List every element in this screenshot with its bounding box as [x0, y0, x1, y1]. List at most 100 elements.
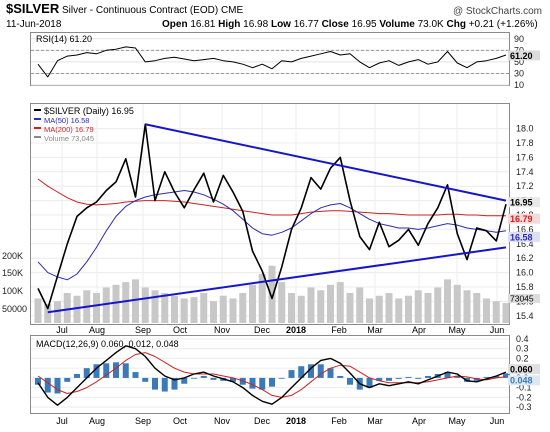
upper-trendline [145, 123, 507, 202]
rsi-tick-label: 10 [514, 80, 524, 90]
macd-line [37, 345, 507, 406]
macd-histogram-bar [376, 377, 383, 381]
volume-bar [34, 298, 42, 323]
volume-bar [229, 298, 237, 323]
macd-histogram-bar [171, 377, 178, 390]
low-label: Low [270, 19, 291, 30]
volume-tick-label: 150K [2, 268, 23, 278]
macd-tick-label: 0.3 [516, 344, 529, 354]
macd-histogram-bar [347, 377, 353, 385]
volume-bar [112, 284, 120, 323]
macd-tick-label: 0.2 [516, 353, 529, 363]
macd-tick-label: -0.1 [516, 383, 532, 393]
macd-histogram-bar [444, 372, 451, 378]
macd-histogram-bar [327, 368, 334, 378]
macd-histogram-bar [493, 375, 500, 378]
high-value: 16.98 [243, 19, 269, 30]
price-tick-label: 17.2 [516, 181, 534, 191]
volume-bar [151, 290, 159, 323]
macd-histogram-bar [132, 372, 139, 378]
macd-histogram-bar [269, 377, 275, 387]
volume-bar [190, 297, 198, 323]
legend-swatch [34, 118, 41, 120]
price-x-tick-label: May [448, 325, 466, 335]
macd-x-tick-label: Jul [56, 416, 68, 426]
volume-bar [356, 287, 364, 323]
rsi-line [37, 46, 507, 78]
rsi-last-value-bg [508, 50, 540, 61]
volume-bar [375, 295, 383, 323]
ma200-line [37, 178, 506, 217]
exchange: CME [220, 5, 244, 16]
macd-histogram-bar [35, 377, 41, 385]
macd-x-tick-label: Apr [412, 416, 426, 426]
watermark: @ StockCharts.com [452, 6, 542, 17]
macd-histogram-bar [210, 377, 217, 380]
macd-histogram-bar [142, 377, 149, 382]
chg-value: +0.21 (+1.26%) [468, 19, 538, 30]
ma50-line [37, 190, 507, 281]
price-tick-label: 17.8 [516, 138, 534, 148]
high-label: High [218, 19, 241, 30]
ohlc-readout: Open 16.81 High 16.98 Low 16.77 Close 16… [162, 19, 538, 30]
macd-x-tick-label: Dec [254, 416, 271, 426]
macd-histogram-bar [503, 373, 509, 378]
macd-histogram-bar [191, 377, 197, 379]
macd-tick-label: 0.4 [516, 334, 529, 344]
macd-histogram-bar [259, 377, 266, 390]
macd-histogram-bar [249, 377, 256, 389]
volume-bar [434, 287, 442, 323]
macd-histogram-bar [74, 374, 80, 378]
volume-bar [171, 295, 178, 323]
macd-histogram-bar [161, 377, 168, 392]
volume-bar [249, 284, 256, 323]
volume-bar [385, 293, 393, 323]
macd-x-tick-label: Aug [89, 416, 105, 426]
volume-bar [180, 298, 188, 323]
price-tick-label: 17.6 [516, 152, 534, 162]
volume-bar [73, 295, 81, 323]
macd-x-tick-label: Oct [173, 416, 188, 426]
volume-bar [258, 273, 266, 323]
volume-tick-label: 100K [2, 286, 23, 296]
rsi-tick-label: 30 [514, 68, 524, 78]
rsi-tick-label: 70 [514, 45, 524, 55]
macd-x-tick-label: Mar [367, 416, 383, 426]
volume-bar [492, 301, 500, 323]
volume-bar [405, 295, 412, 323]
volume-bar [93, 293, 100, 323]
legend-entry: MA(50) 16.58 [44, 116, 89, 125]
macd-histogram-bar [54, 377, 61, 394]
volume-bar [219, 295, 227, 323]
macd-histogram-bar [298, 366, 305, 378]
price-line [37, 123, 507, 310]
macd-x-tick-label: Jun [490, 416, 505, 426]
volume-bar [200, 293, 208, 323]
price-x-tick-label: Dec [254, 325, 271, 335]
macd-x-tick-label: Sep [135, 416, 151, 426]
macd-histogram-bar [122, 363, 129, 378]
macd-last-value-bg [508, 364, 540, 375]
macd-histogram-bar [483, 376, 490, 378]
volume-bar [268, 265, 276, 323]
macd-title: MACD(12,26,9) 0.060, 0.012, 0.048 [36, 339, 179, 349]
volume-bar [463, 290, 471, 323]
price-x-tick-label: Jun [490, 325, 505, 335]
macd-histogram-bar [113, 362, 119, 378]
volume-bar [366, 298, 373, 323]
macd-histogram-bar [464, 377, 470, 382]
volume-bar [141, 287, 149, 323]
price-tick-label: 16.6 [516, 224, 534, 234]
macd-histogram-bar [405, 376, 412, 378]
volume-bar [161, 293, 169, 323]
legend-swatch [34, 127, 41, 129]
volume-bar [278, 282, 286, 323]
price-x-tick-label: Aug [89, 325, 105, 335]
rsi-title: RSI(14) 61.20 [36, 34, 92, 44]
volume-last-value: 73045 [510, 294, 534, 304]
price-x-tick-label: Nov [214, 325, 231, 335]
volume-bar [122, 282, 130, 323]
price-x-tick-label: Feb [331, 325, 347, 335]
volume-bar [63, 293, 71, 323]
volume-bar [132, 279, 139, 323]
